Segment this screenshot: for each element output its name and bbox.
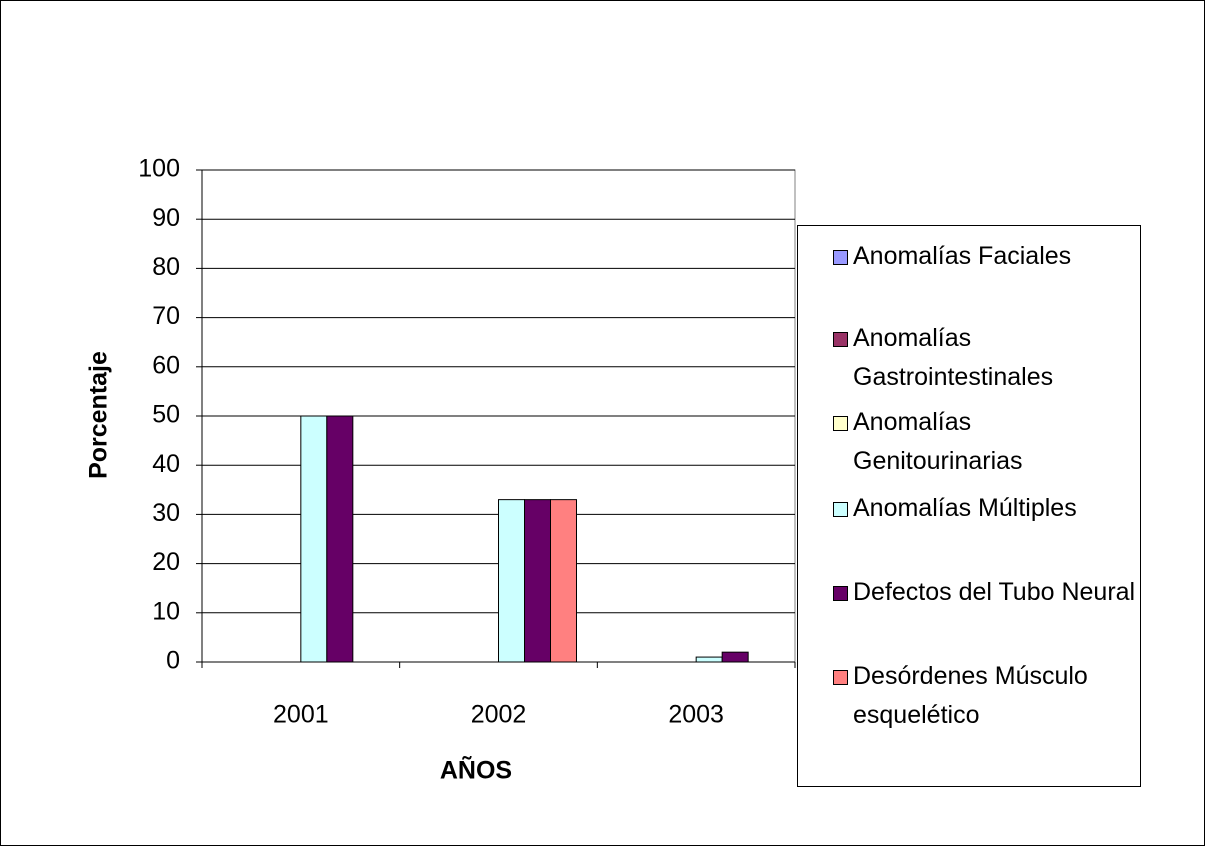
legend-label: Defectos del Tubo Neural bbox=[853, 578, 1136, 606]
y-axis-title: Porcentaje bbox=[85, 351, 113, 479]
legend-swatch bbox=[833, 586, 848, 601]
bar bbox=[498, 499, 525, 663]
y-tick-label: 10 bbox=[152, 597, 180, 625]
x-tick-label: 2001 bbox=[273, 701, 329, 729]
legend-label: Anomalías Faciales bbox=[853, 242, 1072, 270]
y-tick-label: 30 bbox=[152, 499, 180, 527]
y-tick-label: 80 bbox=[152, 253, 180, 281]
legend-label: Desórdenes Músculo esquelético bbox=[853, 662, 1088, 729]
bar bbox=[300, 415, 328, 663]
bar bbox=[721, 651, 749, 663]
x-tick-label: 2003 bbox=[668, 701, 724, 729]
y-tick-label: 0 bbox=[166, 647, 180, 675]
legend-swatch bbox=[833, 332, 848, 347]
bar bbox=[695, 656, 723, 663]
bar bbox=[326, 415, 354, 663]
legend-swatch bbox=[833, 250, 848, 265]
y-tick-label: 40 bbox=[152, 450, 180, 478]
legend-swatch bbox=[833, 502, 848, 517]
bar bbox=[550, 499, 577, 663]
y-tick-label: 50 bbox=[152, 401, 180, 429]
x-axis-title: AÑOS bbox=[440, 755, 512, 785]
y-tick-label: 70 bbox=[152, 302, 180, 330]
y-tick-label: 20 bbox=[152, 548, 180, 576]
legend-swatch bbox=[833, 416, 848, 431]
bar bbox=[524, 499, 551, 663]
x-tick-label: 2002 bbox=[471, 701, 527, 729]
y-tick-label: 60 bbox=[152, 351, 180, 379]
legend-label: Anomalías Múltiples bbox=[853, 494, 1077, 522]
y-tick-label: 100 bbox=[138, 155, 180, 183]
legend-label: Anomalías Gastrointestinales bbox=[853, 324, 1054, 391]
y-tick-label: 90 bbox=[152, 204, 180, 232]
legend-swatch bbox=[833, 670, 848, 685]
legend-box bbox=[797, 225, 1141, 787]
legend-label: Anomalías Genitourinarias bbox=[853, 408, 1023, 475]
